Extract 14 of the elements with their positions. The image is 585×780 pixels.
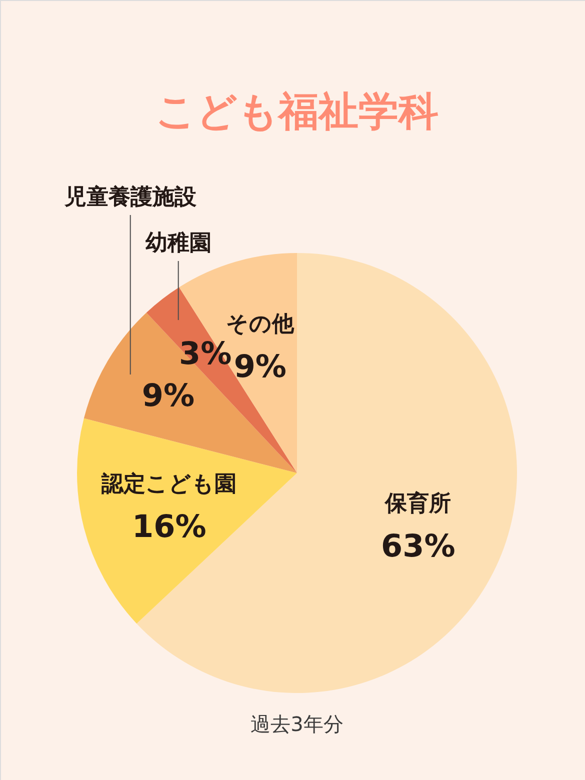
data-label: 9%: [234, 349, 286, 386]
chart-title: こども福祉学科: [156, 89, 438, 135]
slice-label: 認定こども園: [100, 470, 237, 497]
slice-label: 児童養護施設: [63, 184, 198, 210]
slice-label: 保育所: [384, 490, 452, 516]
data-label: 16%: [132, 508, 206, 545]
data-label: 63%: [381, 528, 456, 564]
slice-label: その他: [226, 312, 296, 338]
slice-label: 幼稚園: [145, 231, 212, 256]
text: 過去3年分: [250, 712, 344, 736]
data-label: 9%: [142, 378, 195, 414]
pie-slice: [84, 312, 297, 473]
data-label: 3%: [178, 336, 232, 372]
pie-slice: [77, 418, 297, 624]
